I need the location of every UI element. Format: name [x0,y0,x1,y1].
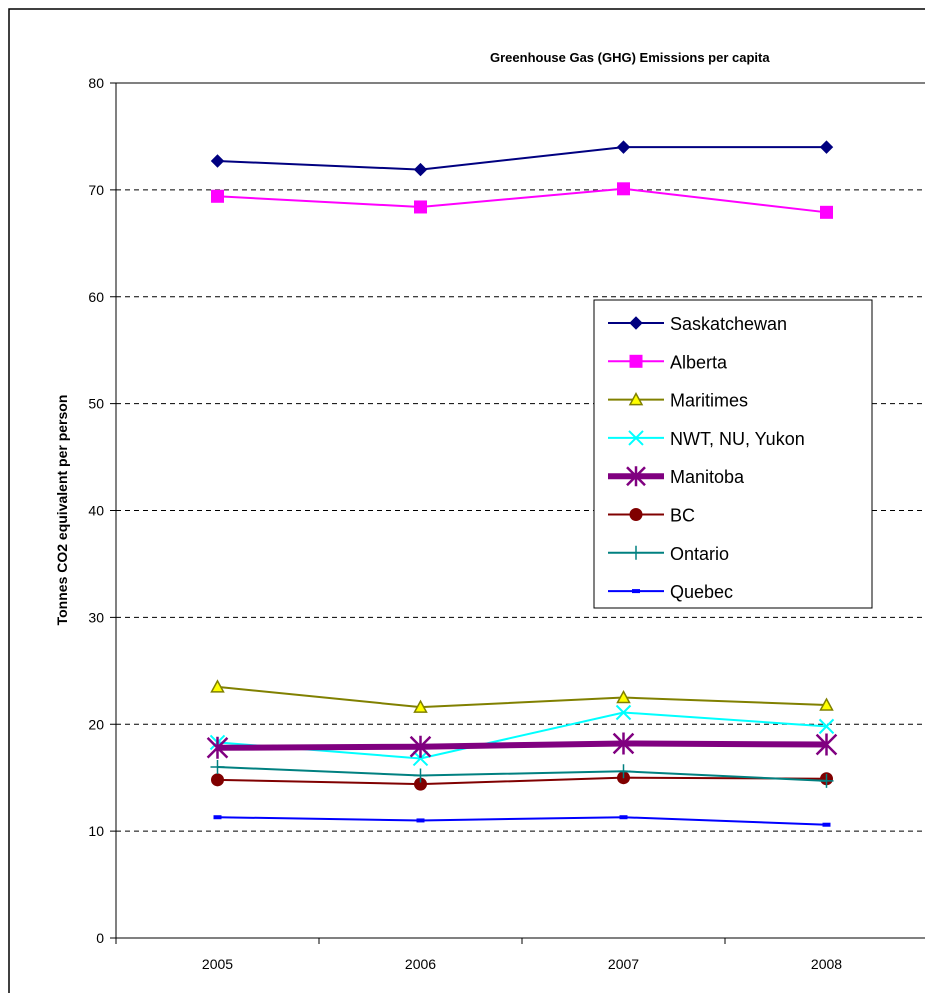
data-point-maritimes [616,689,631,704]
data-point-ontario [413,768,428,783]
legend-box [593,299,873,609]
legend-item-bc: BC [608,506,695,526]
data-point-nwt-nu-yukon [818,718,835,735]
series-line-nwt-nu-yukon [217,711,827,760]
data-point-alberta [414,200,427,214]
series-saskatchewan [210,140,834,177]
legend-label: Ontario [670,544,729,564]
data-point-alberta [211,189,224,203]
series-manitoba [206,732,838,759]
series-quebec [213,815,831,827]
y-tick-label: 60 [88,289,104,305]
x-tick-label: 2005 [202,956,233,972]
series-ontario [210,760,834,788]
series-bc [211,771,833,791]
legend-item-quebec: Quebec [608,582,733,602]
series-alberta [211,182,833,219]
series-line-maritimes [217,685,827,709]
legend-item-maritimes: Maritimes [608,391,748,411]
x-tick-label: 2007 [608,956,639,972]
legend-marker [629,316,643,330]
series-group [206,140,838,827]
data-point-quebec [619,815,628,820]
series-maritimes [210,679,834,713]
data-point-quebec [213,815,222,820]
data-point-maritimes [413,699,428,713]
data-point-maritimes [210,679,225,693]
y-tick-label: 70 [88,182,104,198]
data-point-alberta [820,205,833,219]
x-tick-label: 2008 [811,956,842,972]
data-point-alberta [617,182,630,196]
y-axis-label: Tonnes CO2 equivalent per person [54,395,70,626]
series-nwt-nu-yukon [209,704,835,767]
legend-label: Manitoba [670,467,745,487]
legend-item-manitoba: Manitoba [608,466,745,487]
legend: Saskatchewan Alberta Maritimes NWT, NU, Yuk… [593,299,873,609]
legend-label: Saskatchewan [670,314,787,334]
legend-item-nwt-nu-yukon: NWT, NU, Yukon [608,429,805,449]
data-point-nwt-nu-yukon [615,704,632,721]
y-tick-label: 10 [88,823,104,839]
gridlines [116,82,925,832]
legend-label: Maritimes [670,391,748,411]
x-tick-label: 2006 [405,956,436,972]
series-line-alberta [217,187,827,214]
data-point-maritimes [819,697,834,711]
data-point-saskatchewan [210,154,225,168]
data-point-ontario [819,773,834,788]
legend-marker [626,466,646,487]
y-tick-label: 20 [88,716,104,732]
series-line-quebec [217,816,827,826]
data-point-saskatchewan [413,162,428,177]
axes: 0 10 20 30 40 50 60 70 80 2005 2006 2007 2008 [88,75,925,972]
series-line-manitoba [217,740,827,751]
legend-marker [629,508,643,521]
data-point-quebec [822,822,831,827]
y-tick-label: 80 [88,75,104,91]
legend-label: Quebec [670,582,733,602]
data-point-ontario [616,764,631,779]
data-point-nwt-nu-yukon [412,750,429,767]
legend-item-ontario: Ontario [608,544,729,564]
y-tick-label: 0 [96,930,104,946]
data-point-saskatchewan [616,140,631,154]
data-point-manitoba [612,732,635,755]
legend-label: BC [670,506,695,526]
legend-marker [629,354,643,368]
legend-marker [628,392,644,406]
data-point-saskatchewan [819,140,834,154]
data-point-manitoba [206,736,229,759]
legend-marker [632,589,640,594]
data-point-manitoba [409,735,432,758]
data-point-manitoba [815,733,838,756]
series-line-bc [217,776,827,786]
legend-label: Alberta [670,352,728,372]
legend-marker [628,430,644,446]
data-point-quebec [416,818,425,823]
data-point-ontario [210,760,225,774]
legend-marker [629,545,643,560]
series-line-saskatchewan [217,146,827,171]
series-line-ontario [217,766,827,782]
data-point-bc [211,773,224,787]
y-tick-label: 30 [88,609,104,625]
chart-title: Greenhouse Gas (GHG) Emissions per capit… [490,50,770,65]
legend-item-saskatchewan: Saskatchewan [608,314,787,334]
legend-label: NWT, NU, Yukon [670,429,805,449]
y-tick-label: 50 [88,396,104,412]
y-tick-label: 40 [88,503,104,519]
legend-item-alberta: Alberta [608,352,728,372]
